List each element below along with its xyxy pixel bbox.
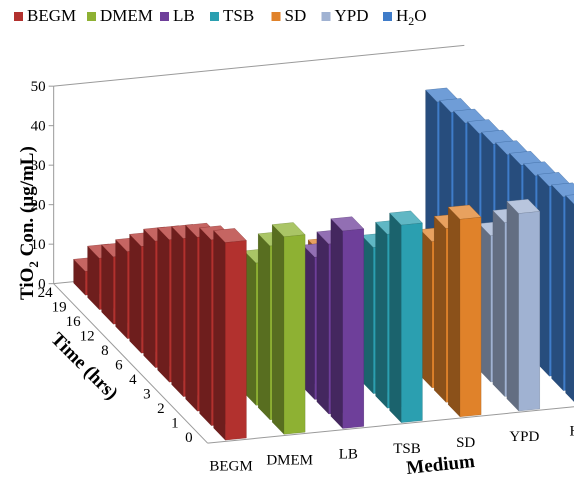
legend-swatch bbox=[321, 12, 331, 21]
back-wall-top-edge bbox=[53, 44, 465, 87]
bar-side bbox=[316, 231, 329, 415]
time-tick-label: 8 bbox=[101, 343, 109, 359]
y-tick-label: 30 bbox=[31, 158, 46, 174]
bar-side bbox=[213, 230, 226, 441]
y-tick-label: 40 bbox=[31, 119, 46, 135]
legend-item: DMEM bbox=[87, 6, 153, 25]
time-tick-label: 4 bbox=[129, 372, 137, 388]
bar-side bbox=[272, 224, 285, 435]
bar-side bbox=[434, 215, 447, 403]
bars bbox=[73, 87, 574, 441]
y-tick-label: 10 bbox=[31, 237, 46, 253]
legend-item: H2O bbox=[383, 6, 427, 28]
bar-top bbox=[565, 194, 574, 205]
legend-item: BEGM bbox=[14, 6, 76, 25]
legend-label: BEGM bbox=[27, 6, 76, 25]
bar-front bbox=[342, 228, 364, 429]
bar-side bbox=[101, 244, 114, 325]
medium-tick-label: H2O bbox=[570, 423, 574, 442]
time-tick-label: 12 bbox=[80, 328, 95, 344]
bar-top bbox=[551, 182, 574, 198]
y-tick-label: 0 bbox=[38, 277, 46, 293]
time-tick-label: 1 bbox=[171, 415, 179, 431]
bar-side bbox=[199, 227, 212, 426]
legend-swatch bbox=[14, 12, 23, 21]
bar-side bbox=[375, 221, 388, 409]
bar-side bbox=[389, 212, 402, 423]
bar-side bbox=[448, 206, 461, 418]
bar-SD-t0 bbox=[447, 204, 482, 418]
bar-side bbox=[551, 184, 564, 391]
bar-front bbox=[518, 211, 540, 412]
bar-side bbox=[565, 195, 574, 402]
bar-BEGM-t0 bbox=[213, 228, 247, 441]
medium-tick-label: TSB bbox=[393, 441, 421, 457]
legend-swatch bbox=[210, 12, 219, 21]
side-floor-edge bbox=[53, 283, 209, 444]
bar-side bbox=[258, 233, 271, 421]
time-tick-label: 19 bbox=[52, 299, 67, 315]
legend-label: LB bbox=[173, 6, 195, 25]
legend-swatch bbox=[383, 12, 392, 21]
bar-side bbox=[185, 224, 198, 412]
bar-side bbox=[129, 233, 142, 354]
bar-front bbox=[459, 217, 482, 417]
time-tick-label: 3 bbox=[143, 386, 151, 402]
medium-tick-label: YPD bbox=[509, 429, 539, 445]
legend: BEGM DMEM LB TSB SD YPD H2O bbox=[14, 6, 427, 28]
legend-item: LB bbox=[160, 6, 195, 25]
bar-front bbox=[401, 222, 423, 423]
bar-side bbox=[143, 228, 156, 368]
medium-tick-label: DMEM bbox=[266, 452, 313, 468]
legend-label: SD bbox=[285, 6, 307, 25]
time-tick-label: 0 bbox=[185, 430, 193, 446]
bar-H2O-t0 bbox=[565, 194, 574, 402]
bar-front bbox=[225, 240, 247, 441]
bar-side bbox=[157, 227, 170, 383]
medium-tick-label: LB bbox=[339, 447, 358, 463]
bar-side bbox=[171, 226, 184, 397]
medium-tick-label: BEGM bbox=[209, 458, 252, 474]
time-tick-label: 2 bbox=[157, 401, 165, 417]
bar-LB-t0 bbox=[330, 216, 365, 429]
bar-side bbox=[506, 200, 519, 412]
medium-tick-label: SD bbox=[456, 435, 475, 451]
bar-DMEM-t0 bbox=[271, 222, 306, 435]
time-tick-label: 6 bbox=[115, 357, 123, 373]
bar-side bbox=[115, 239, 128, 339]
legend-swatch bbox=[87, 12, 96, 21]
y-axis-title: TiO2 Con. (µg/mL) bbox=[17, 146, 41, 300]
y-tick-label: 20 bbox=[31, 198, 46, 214]
legend-label: YPD bbox=[335, 6, 369, 25]
bar-side bbox=[330, 218, 343, 429]
bar-YPD-t0 bbox=[506, 199, 541, 412]
time-tick-label: 16 bbox=[66, 314, 82, 330]
legend-label: TSB bbox=[223, 6, 254, 25]
bar-front bbox=[283, 234, 306, 435]
legend-swatch bbox=[160, 12, 169, 21]
legend-item: YPD bbox=[321, 6, 369, 25]
legend-label: DMEM bbox=[100, 6, 153, 25]
bar-TSB-t0 bbox=[389, 210, 423, 423]
front-floor-edge bbox=[207, 406, 574, 444]
time-tick-label: 24 bbox=[38, 285, 54, 301]
legend-item: SD bbox=[271, 6, 307, 25]
legend-item: TSB bbox=[210, 6, 254, 25]
bar-side bbox=[492, 210, 505, 397]
legend-swatch bbox=[271, 12, 281, 21]
legend-label: H2O bbox=[396, 6, 427, 28]
y-tick-label: 50 bbox=[31, 79, 46, 95]
